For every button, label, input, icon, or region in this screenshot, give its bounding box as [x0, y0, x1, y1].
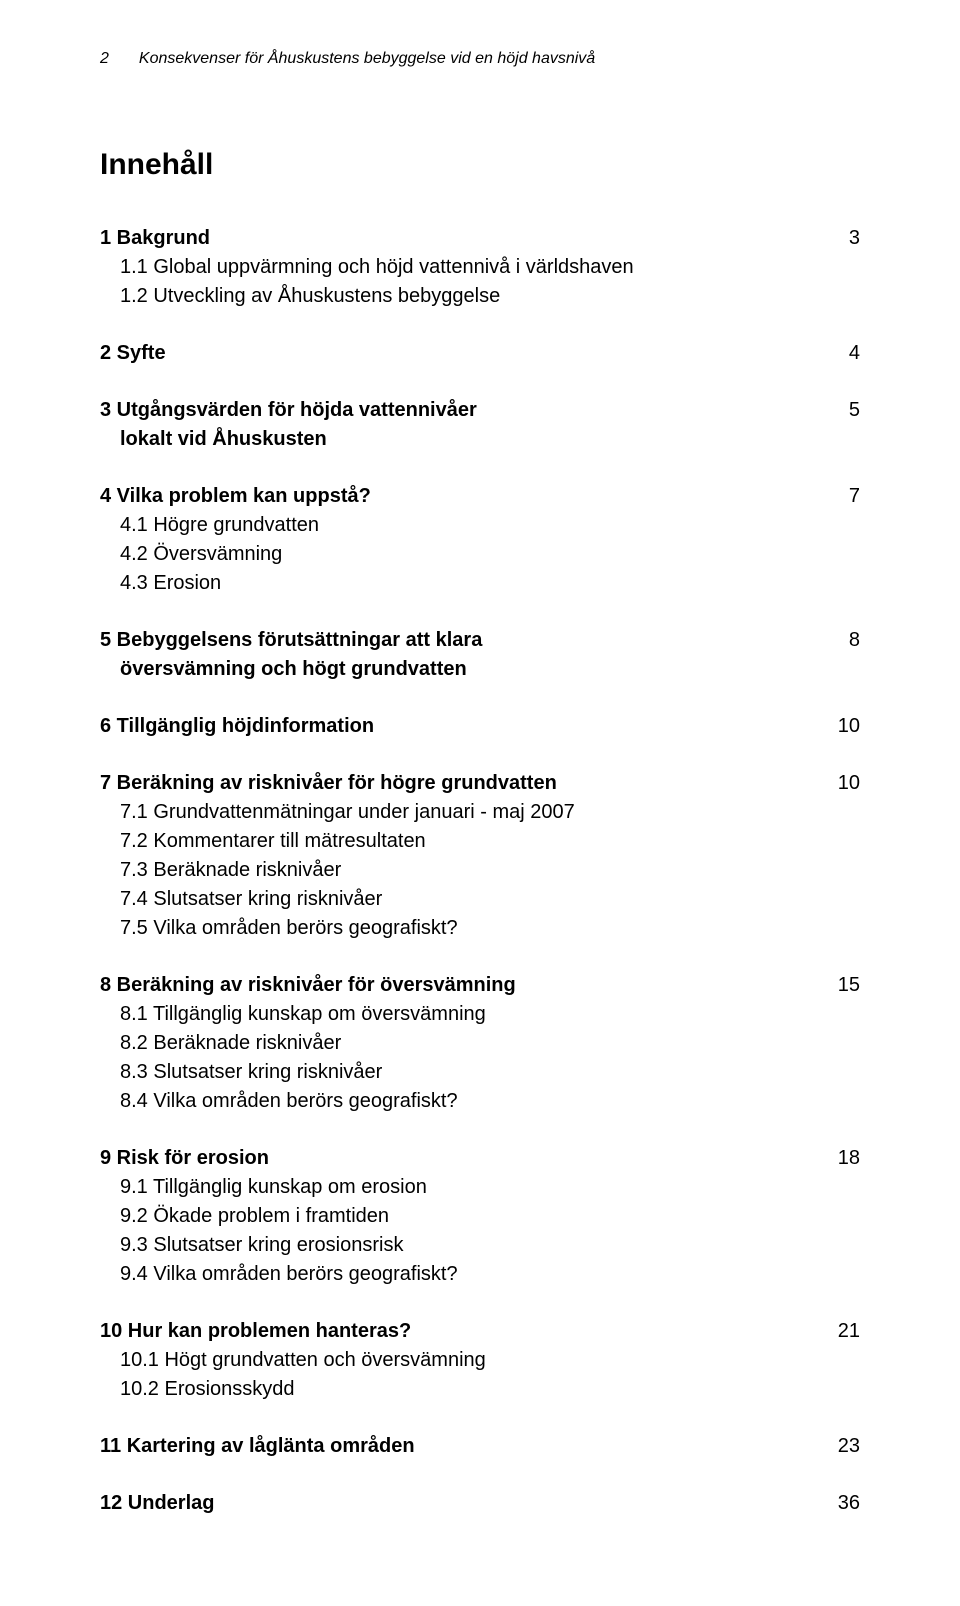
toc-sub-label: 7.1 Grundvattenmätningar under januari -…: [100, 798, 860, 827]
page-header: 2 Konsekvenser för Åhuskustens bebyggels…: [100, 50, 860, 68]
toc-sub-label: 1.2 Utveckling av Åhuskustens bebyggelse: [100, 282, 860, 311]
toc-sub-row: 8.2 Beräknade risknivåer: [100, 1029, 860, 1058]
toc-heading-label: 4 Vilka problem kan uppstå?: [100, 482, 830, 511]
toc-sub-label: 9.4 Vilka områden berörs geografiskt?: [100, 1260, 860, 1289]
table-of-contents: 1 Bakgrund31.1 Global uppvärmning och hö…: [100, 224, 860, 1518]
toc-heading-row: 8 Beräkning av risknivåer för översvämni…: [100, 971, 860, 1000]
toc-page-number: 7: [830, 482, 860, 511]
toc-sub-label: 10.1 Högt grundvatten och översvämning: [100, 1346, 860, 1375]
toc-sub-row: 9.4 Vilka områden berörs geografiskt?: [100, 1260, 860, 1289]
toc-sub-row: 7.3 Beräknade risknivåer: [100, 856, 860, 885]
toc-page-number: 4: [830, 339, 860, 368]
toc-sub-row: 9.1 Tillgänglig kunskap om erosion: [100, 1173, 860, 1202]
toc-page-number: 18: [830, 1144, 860, 1173]
toc-heading-row: 6 Tillgänglig höjdinformation10: [100, 712, 860, 741]
toc-section: 3 Utgångsvärden för höjda vattennivåer5l…: [100, 396, 860, 454]
toc-heading-cont-label: översvämning och högt grundvatten: [100, 655, 860, 684]
toc-sub-row: 8.4 Vilka områden berörs geografiskt?: [100, 1087, 860, 1116]
toc-heading-label: 2 Syfte: [100, 339, 830, 368]
toc-title: Innehåll: [100, 148, 860, 182]
toc-sub-row: 9.3 Slutsatser kring erosionsrisk: [100, 1231, 860, 1260]
toc-heading-row: 12 Underlag36: [100, 1489, 860, 1518]
toc-page-number: 36: [830, 1489, 860, 1518]
toc-heading-cont-row: lokalt vid Åhuskusten: [100, 425, 860, 454]
toc-sub-label: 8.3 Slutsatser kring risknivåer: [100, 1058, 860, 1087]
page-number: 2: [100, 50, 109, 68]
toc-sub-row: 10.1 Högt grundvatten och översvämning: [100, 1346, 860, 1375]
toc-heading-label: 5 Bebyggelsens förutsättningar att klara: [100, 626, 830, 655]
toc-heading-row: 9 Risk för erosion18: [100, 1144, 860, 1173]
toc-heading-row: 10 Hur kan problemen hanteras?21: [100, 1317, 860, 1346]
toc-heading-label: 1 Bakgrund: [100, 224, 830, 253]
toc-heading-row: 5 Bebyggelsens förutsättningar att klara…: [100, 626, 860, 655]
toc-section: 2 Syfte4: [100, 339, 860, 368]
toc-section: 12 Underlag36: [100, 1489, 860, 1518]
toc-heading-cont-row: översvämning och högt grundvatten: [100, 655, 860, 684]
toc-sub-row: 4.2 Översvämning: [100, 540, 860, 569]
toc-section: 9 Risk för erosion189.1 Tillgänglig kuns…: [100, 1144, 860, 1289]
toc-sub-label: 4.2 Översvämning: [100, 540, 860, 569]
toc-page-number: 23: [830, 1432, 860, 1461]
toc-section: 10 Hur kan problemen hanteras?2110.1 Hög…: [100, 1317, 860, 1404]
toc-page-number: 15: [830, 971, 860, 1000]
toc-sub-label: 9.1 Tillgänglig kunskap om erosion: [100, 1173, 860, 1202]
toc-heading-label: 11 Kartering av låglänta områden: [100, 1432, 830, 1461]
toc-heading-label: 10 Hur kan problemen hanteras?: [100, 1317, 830, 1346]
toc-heading-row: 11 Kartering av låglänta områden23: [100, 1432, 860, 1461]
toc-sub-label: 4.3 Erosion: [100, 569, 860, 598]
toc-section: 4 Vilka problem kan uppstå?74.1 Högre gr…: [100, 482, 860, 598]
running-title: Konsekvenser för Åhuskustens bebyggelse …: [109, 50, 860, 68]
toc-section: 6 Tillgänglig höjdinformation10: [100, 712, 860, 741]
toc-sub-row: 7.5 Vilka områden berörs geografiskt?: [100, 914, 860, 943]
toc-page-number: 10: [830, 769, 860, 798]
toc-sub-row: 8.3 Slutsatser kring risknivåer: [100, 1058, 860, 1087]
toc-sub-label: 8.4 Vilka områden berörs geografiskt?: [100, 1087, 860, 1116]
toc-heading-cont-label: lokalt vid Åhuskusten: [100, 425, 860, 454]
toc-heading-label: 9 Risk för erosion: [100, 1144, 830, 1173]
toc-page-number: 21: [830, 1317, 860, 1346]
toc-sub-label: 7.3 Beräknade risknivåer: [100, 856, 860, 885]
toc-sub-row: 1.1 Global uppvärmning och höjd vattenni…: [100, 253, 860, 282]
toc-page-number: 3: [830, 224, 860, 253]
toc-sub-label: 8.1 Tillgänglig kunskap om översvämning: [100, 1000, 860, 1029]
toc-section: 1 Bakgrund31.1 Global uppvärmning och hö…: [100, 224, 860, 311]
toc-sub-row: 9.2 Ökade problem i framtiden: [100, 1202, 860, 1231]
toc-sub-row: 7.1 Grundvattenmätningar under januari -…: [100, 798, 860, 827]
toc-sub-row: 7.2 Kommentarer till mätresultaten: [100, 827, 860, 856]
toc-heading-label: 3 Utgångsvärden för höjda vattennivåer: [100, 396, 830, 425]
toc-sub-row: 7.4 Slutsatser kring risknivåer: [100, 885, 860, 914]
toc-sub-label: 7.2 Kommentarer till mätresultaten: [100, 827, 860, 856]
toc-heading-row: 2 Syfte4: [100, 339, 860, 368]
toc-sub-label: 7.5 Vilka områden berörs geografiskt?: [100, 914, 860, 943]
toc-page-number: 5: [830, 396, 860, 425]
toc-heading-label: 8 Beräkning av risknivåer för översvämni…: [100, 971, 830, 1000]
toc-sub-label: 8.2 Beräknade risknivåer: [100, 1029, 860, 1058]
toc-page-number: 8: [830, 626, 860, 655]
toc-section: 8 Beräkning av risknivåer för översvämni…: [100, 971, 860, 1116]
toc-section: 11 Kartering av låglänta områden23: [100, 1432, 860, 1461]
toc-page-number: 10: [830, 712, 860, 741]
toc-sub-label: 10.2 Erosionsskydd: [100, 1375, 860, 1404]
toc-heading-row: 7 Beräkning av risknivåer för högre grun…: [100, 769, 860, 798]
toc-heading-label: 12 Underlag: [100, 1489, 830, 1518]
toc-heading-label: 7 Beräkning av risknivåer för högre grun…: [100, 769, 830, 798]
toc-sub-row: 4.3 Erosion: [100, 569, 860, 598]
toc-sub-row: 10.2 Erosionsskydd: [100, 1375, 860, 1404]
toc-section: 5 Bebyggelsens förutsättningar att klara…: [100, 626, 860, 684]
toc-sub-label: 1.1 Global uppvärmning och höjd vattenni…: [100, 253, 860, 282]
toc-heading-row: 3 Utgångsvärden för höjda vattennivåer5: [100, 396, 860, 425]
toc-sub-row: 4.1 Högre grundvatten: [100, 511, 860, 540]
toc-sub-label: 4.1 Högre grundvatten: [100, 511, 860, 540]
toc-sub-row: 1.2 Utveckling av Åhuskustens bebyggelse: [100, 282, 860, 311]
toc-sub-label: 7.4 Slutsatser kring risknivåer: [100, 885, 860, 914]
toc-heading-row: 1 Bakgrund3: [100, 224, 860, 253]
toc-heading-row: 4 Vilka problem kan uppstå?7: [100, 482, 860, 511]
toc-sub-row: 8.1 Tillgänglig kunskap om översvämning: [100, 1000, 860, 1029]
toc-heading-label: 6 Tillgänglig höjdinformation: [100, 712, 830, 741]
toc-sub-label: 9.3 Slutsatser kring erosionsrisk: [100, 1231, 860, 1260]
toc-sub-label: 9.2 Ökade problem i framtiden: [100, 1202, 860, 1231]
toc-section: 7 Beräkning av risknivåer för högre grun…: [100, 769, 860, 943]
